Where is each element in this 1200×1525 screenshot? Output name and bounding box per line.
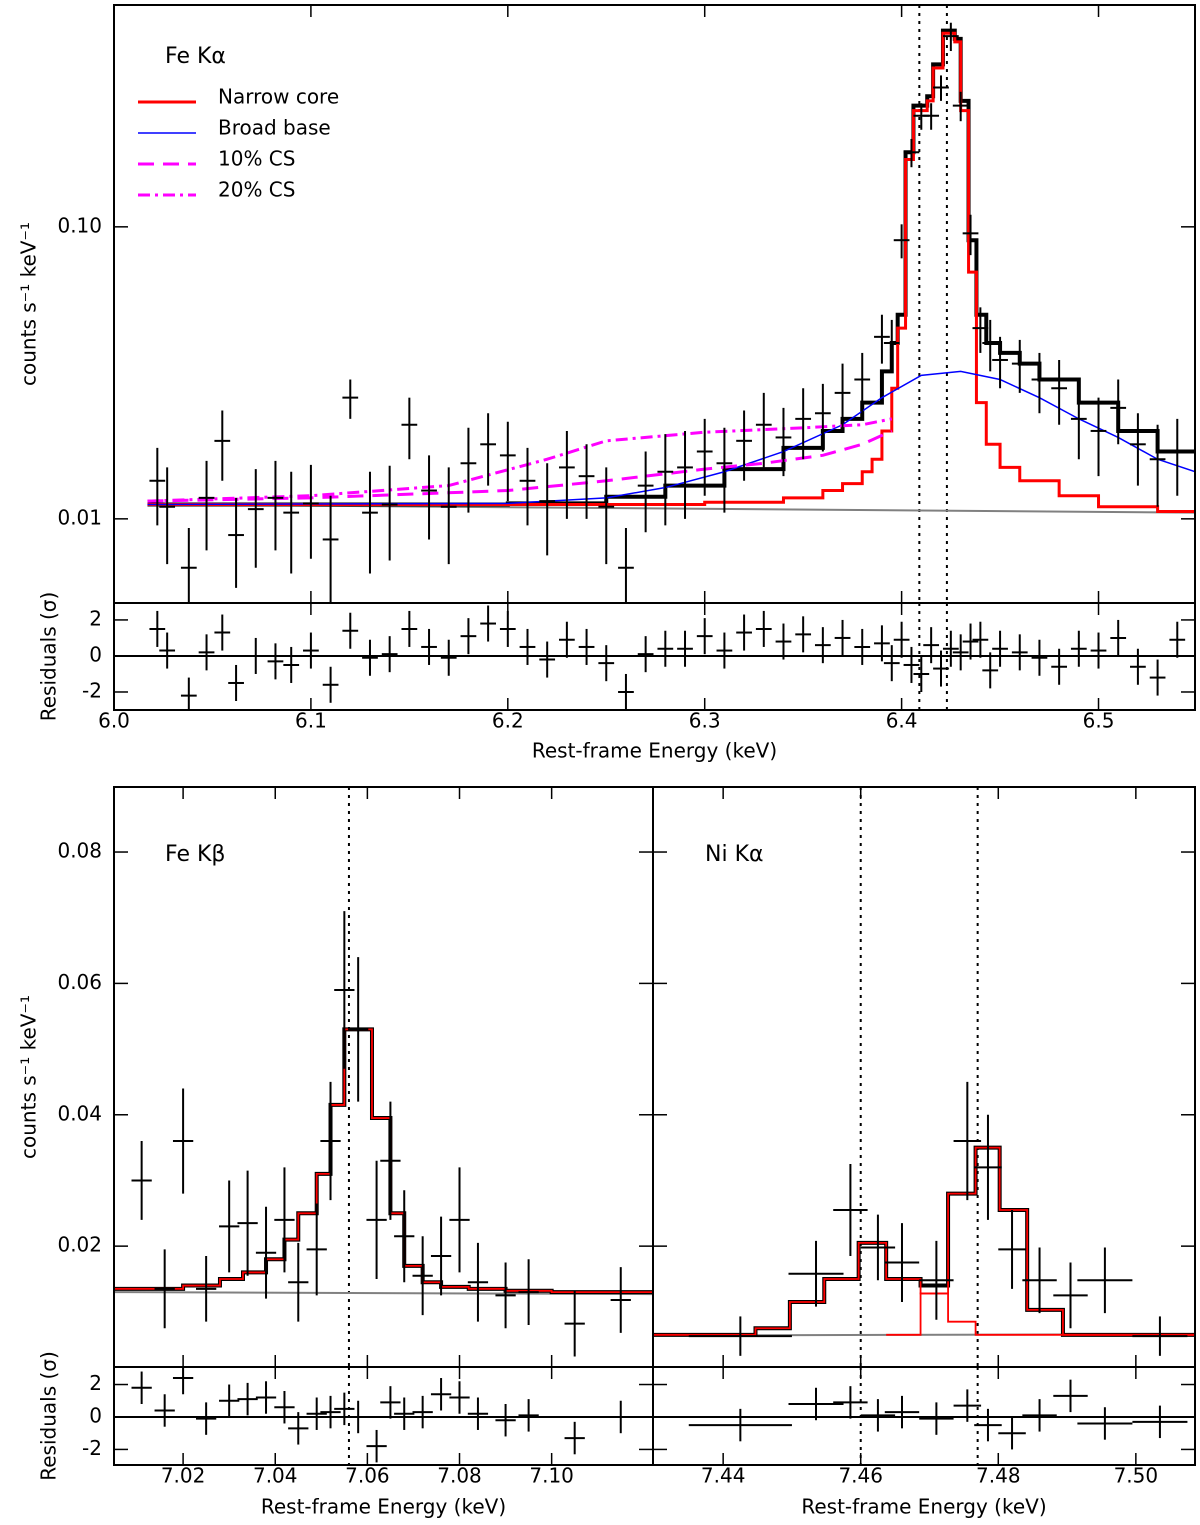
x-tick-label: 6.1	[295, 709, 327, 733]
x-tick-label: 7.06	[345, 1464, 390, 1488]
residual-tick-label: -2	[82, 678, 102, 702]
residual-area	[114, 1367, 653, 1465]
residual-tick-label: 0	[89, 1403, 102, 1427]
annotation: Fe Kβ	[165, 842, 225, 867]
x-tick-label: 6.3	[689, 709, 721, 733]
legend-label: 10% CS	[218, 147, 295, 171]
legend-label: Narrow core	[218, 85, 339, 109]
plot-frame	[113, 786, 654, 1368]
panel: 7.44 7.46 7.48 7.50 Ni Kα Rest-frame Energy (…	[652, 786, 1196, 1519]
panel: 7.02 7.04 7.06 7.08 7.10 0.02 0.04 0.06 0.08 -2 0 2…	[17, 786, 654, 1519]
plot-area	[114, 787, 653, 1367]
x-tick-label: 7.46	[838, 1464, 883, 1488]
x-tick-label: 7.10	[529, 1464, 574, 1488]
x-axis-label: Rest-frame Energy (keV)	[261, 1495, 506, 1519]
plot-area	[147, 5, 1195, 603]
model-line	[886, 1292, 1195, 1336]
legend-label: 20% CS	[218, 178, 295, 202]
residual-tick-label: 2	[89, 606, 102, 630]
annotation: Ni Kα	[705, 842, 764, 867]
x-axis-label: Rest-frame Energy (keV)	[801, 1495, 1046, 1519]
y-tick-label: 0.10	[57, 213, 102, 237]
x-tick-label: 6.5	[1083, 709, 1115, 733]
residual-tick-label: 2	[89, 1371, 102, 1395]
y-tick-label: 0.08	[57, 839, 102, 863]
y-axis-label: counts s⁻¹ keV⁻¹	[17, 995, 41, 1159]
model-line	[653, 1145, 1195, 1337]
model-line	[147, 31, 1195, 513]
y-tick-label: 0.01	[57, 505, 102, 529]
y-tick-label: 0.02	[57, 1233, 102, 1257]
y-tick-label: 0.06	[57, 970, 102, 994]
y-axis-label: counts s⁻¹ keV⁻¹	[17, 222, 41, 386]
residual-frame	[113, 602, 1196, 711]
model-line	[653, 1146, 1195, 1336]
residual-area	[653, 1367, 1195, 1465]
x-axis-label: Rest-frame Energy (keV)	[532, 739, 777, 763]
residual-axis-label: Residuals (σ)	[37, 1351, 61, 1481]
x-tick-label: 6.4	[886, 709, 918, 733]
residual-frame	[652, 1366, 1196, 1466]
y-tick-label: 0.04	[57, 1101, 102, 1125]
annotation: Fe Kα	[165, 44, 226, 69]
panel: 6.0 6.1 6.2 6.3 6.4 6.5 0.01 0.10 -2 0 2 Fe Kα Rest-…	[17, 4, 1196, 763]
x-tick-label: 7.50	[1114, 1464, 1159, 1488]
x-tick-label: 7.04	[253, 1464, 298, 1488]
x-tick-label: 6.0	[98, 709, 130, 733]
residual-tick-label: 0	[89, 642, 102, 666]
x-tick-label: 7.44	[701, 1464, 746, 1488]
x-tick-label: 6.2	[492, 709, 524, 733]
residual-area	[114, 603, 1195, 710]
residual-axis-label: Residuals (σ)	[37, 592, 61, 722]
plot-area	[653, 787, 1195, 1367]
x-tick-label: 7.48	[976, 1464, 1021, 1488]
residual-tick-label: -2	[82, 1436, 102, 1460]
x-tick-label: 7.08	[437, 1464, 482, 1488]
x-tick-label: 7.02	[161, 1464, 206, 1488]
legend-label: Broad base	[218, 116, 331, 140]
